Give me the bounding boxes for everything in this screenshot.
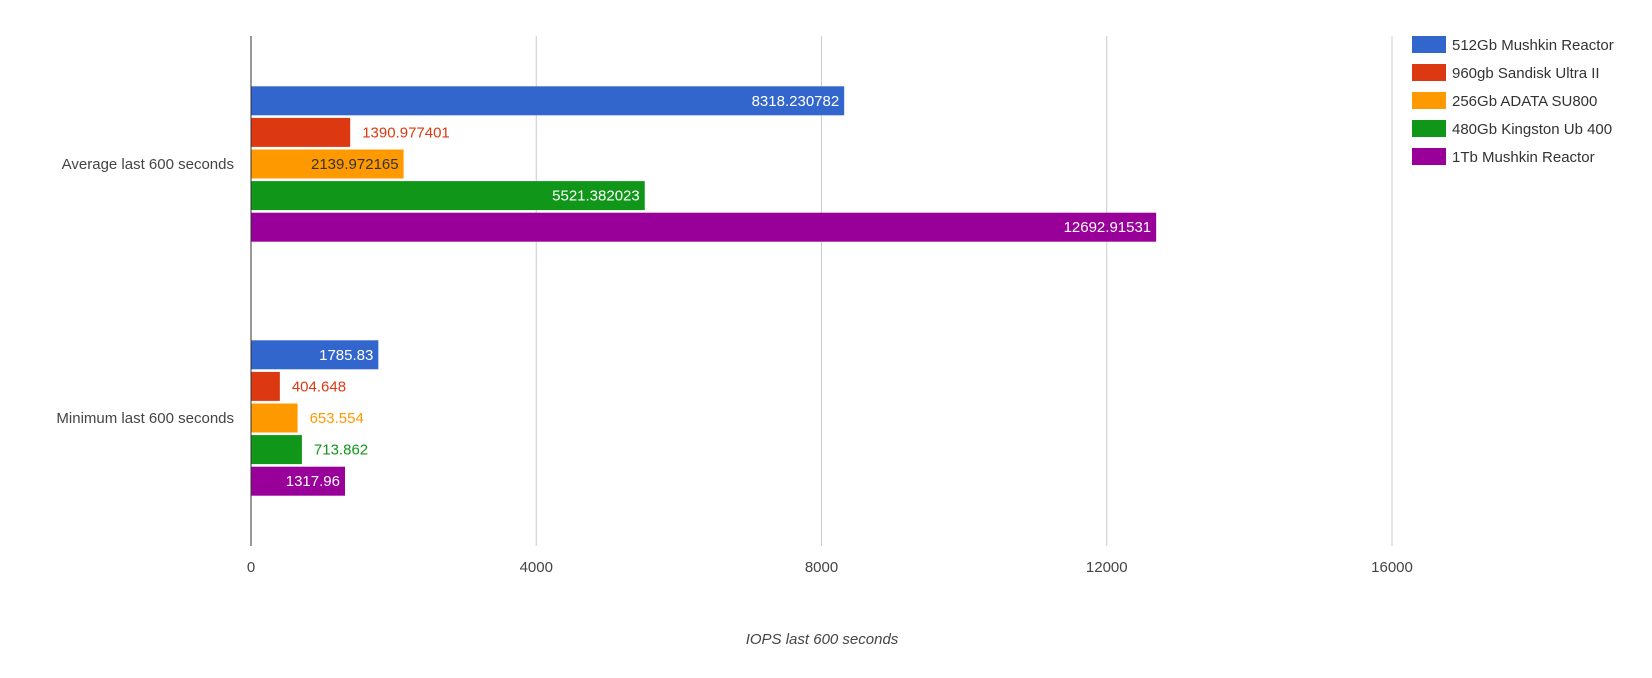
data-labels: 8318.230782 1390.977401 2139.972165 5521.38…: [286, 93, 1151, 490]
legend-item-label[interactable]: 480Gb Kingston Ub 400: [1452, 121, 1612, 138]
data-label: 12692.91531: [1064, 219, 1152, 236]
bar[interactable]: [251, 340, 379, 370]
bar[interactable]: [251, 181, 645, 211]
legend-item-label[interactable]: 960gb Sandisk Ultra II: [1452, 65, 1600, 82]
bar[interactable]: [251, 117, 351, 147]
data-label: 8318.230782: [752, 93, 840, 110]
legend-swatch: [1412, 64, 1446, 81]
data-label: 404.648: [292, 378, 346, 395]
x-tick-label: 8000: [805, 559, 838, 576]
bar[interactable]: [251, 403, 298, 433]
legend-swatch: [1412, 120, 1446, 137]
data-label: 1390.977401: [362, 124, 450, 141]
bar[interactable]: [251, 466, 345, 496]
category-label: Minimum last 600 seconds: [56, 410, 234, 427]
legend-swatch: [1412, 148, 1446, 165]
data-label: 5521.382023: [552, 188, 640, 205]
data-label: 713.862: [314, 442, 368, 459]
data-label: 1317.96: [286, 473, 340, 490]
data-label: 2139.972165: [311, 156, 399, 173]
legend-item-label[interactable]: 256Gb ADATA SU800: [1452, 93, 1597, 110]
data-label: 653.554: [310, 410, 364, 427]
data-label: 1785.83: [319, 347, 373, 364]
legend-item-label[interactable]: 1Tb Mushkin Reactor: [1452, 149, 1595, 166]
x-tick-label: 12000: [1086, 559, 1128, 576]
x-axis-title: IOPS last 600 seconds: [746, 631, 899, 648]
x-tick-label: 16000: [1371, 559, 1413, 576]
bar[interactable]: [251, 371, 280, 401]
category-label: Average last 600 seconds: [62, 156, 234, 173]
gridlines: [535, 36, 1393, 546]
bars: [251, 86, 1157, 496]
bar[interactable]: [251, 149, 404, 179]
legend-item-label[interactable]: 512Gb Mushkin Reactor: [1452, 37, 1614, 54]
legend: 512Gb Mushkin Reactor 960gb Sandisk Ultra…: [1412, 36, 1614, 166]
x-tick-label: 4000: [520, 559, 553, 576]
x-tick-label: 0: [247, 559, 255, 576]
bar[interactable]: [251, 212, 1157, 242]
bar[interactable]: [251, 86, 845, 116]
legend-swatch: [1412, 36, 1446, 53]
legend-swatch: [1412, 92, 1446, 109]
bar[interactable]: [251, 435, 302, 465]
axes: 0 4000 8000 12000 16000 Average last 600 seco…: [56, 36, 1413, 576]
